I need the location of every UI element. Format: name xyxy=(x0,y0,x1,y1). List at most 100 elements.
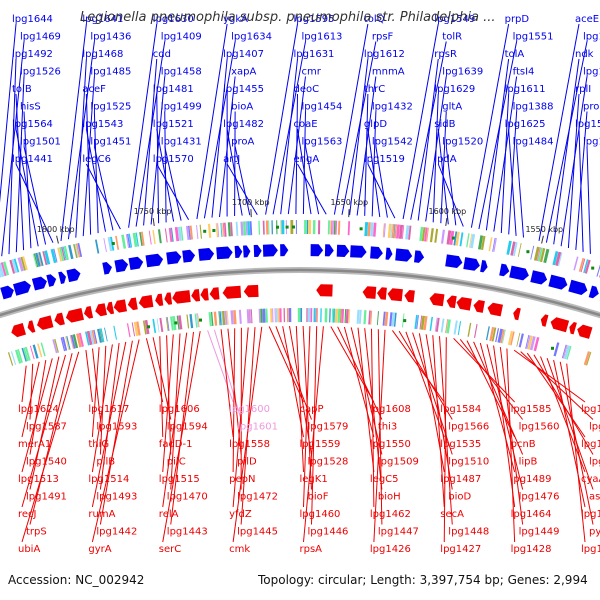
leader-line xyxy=(443,337,447,543)
reverse-cog-block xyxy=(497,328,503,343)
gene-label: coaE xyxy=(294,119,318,130)
gene-label: yfdZ xyxy=(229,509,252,520)
gene-label: lpg1527 xyxy=(583,32,600,43)
reverse-cog-block xyxy=(136,321,141,336)
forward-cog-block xyxy=(220,222,223,237)
leader-line xyxy=(303,326,324,543)
forward-cog-block xyxy=(38,252,44,266)
gene-label: lpg1595 xyxy=(294,14,335,25)
gene-label: pyrF xyxy=(589,527,600,538)
forward-cog-block xyxy=(196,225,199,239)
gene-label: lpg1510 xyxy=(448,457,489,468)
track-marker xyxy=(212,229,216,232)
reverse-gene-arrow xyxy=(155,293,164,306)
forward-cog-block xyxy=(434,228,439,243)
gene-label: lpg1525 xyxy=(90,102,131,113)
reverse-cog-block xyxy=(525,334,530,349)
gene-label: lpg1487 xyxy=(440,474,481,485)
reverse-cog-block xyxy=(126,323,131,338)
gene-label: tolA xyxy=(505,49,525,60)
gene-label: lpg1570 xyxy=(153,154,194,165)
reverse-cog-block xyxy=(391,312,396,327)
leader-line xyxy=(371,111,377,217)
leader-line xyxy=(91,347,100,438)
forward-cog-block xyxy=(506,240,512,255)
forward-cog-block xyxy=(469,233,473,248)
reverse-cog-block xyxy=(72,334,79,349)
forward-cog-block xyxy=(530,245,535,260)
reverse-cog-block xyxy=(91,330,97,345)
gene-label: lpg1455 xyxy=(223,84,264,95)
leader-line xyxy=(272,41,306,215)
gene-label: lpg1584 xyxy=(440,404,481,415)
reverse-gene-arrow xyxy=(569,322,577,335)
reverse-gene-arrow xyxy=(54,312,65,326)
reverse-gene-arrow xyxy=(127,297,138,311)
leader-line xyxy=(143,58,158,226)
reverse-cog-block xyxy=(429,316,433,331)
reverse-gene-arrow xyxy=(95,303,107,317)
reverse-cog-block xyxy=(156,318,160,333)
forward-cog-block xyxy=(20,256,26,271)
reverse-cog-block xyxy=(306,308,308,322)
reverse-cog-block xyxy=(507,330,513,346)
reverse-cog-block xyxy=(196,313,199,328)
reverse-gene-arrow xyxy=(84,306,94,319)
reverse-cog-block xyxy=(104,327,108,342)
gene-label: lpg1520 xyxy=(442,137,483,148)
length-value: 3,397,754 bp xyxy=(419,573,500,587)
reverse-cog-block xyxy=(189,314,194,329)
gene-label: bioH xyxy=(378,492,401,503)
reverse-gene-arrow xyxy=(446,295,457,309)
gene-label: lpg1468 xyxy=(82,49,123,60)
gene-label: lpg1458 xyxy=(161,67,202,78)
gene-label: lpg1558 xyxy=(229,439,270,450)
reverse-cog-block xyxy=(474,324,478,338)
forward-gene-arrow xyxy=(509,265,529,281)
reverse-cog-block xyxy=(348,309,351,324)
reverse-cog-block xyxy=(341,308,345,323)
gene-label: artJ xyxy=(223,154,240,165)
reverse-cog-block xyxy=(566,345,572,360)
gene-label: lpg1625 xyxy=(505,119,546,130)
scale-tick xyxy=(56,235,59,244)
reverse-cog-block xyxy=(440,318,445,333)
forward-cog-block xyxy=(0,262,5,277)
leader-line xyxy=(297,163,327,215)
length-label: Length: xyxy=(370,573,416,587)
gene-label: tolB xyxy=(12,84,32,95)
leader-line xyxy=(540,356,586,473)
forward-cog-block xyxy=(335,220,338,235)
gene-label: lpg1608 xyxy=(370,404,411,415)
reverse-cog-block xyxy=(7,352,14,366)
reverse-cog-block xyxy=(358,309,362,324)
forward-cog-block xyxy=(63,245,69,261)
forward-cog-block xyxy=(510,241,516,256)
gene-label: thrC xyxy=(364,84,385,95)
gene-label: xapA xyxy=(231,67,256,78)
leader-line xyxy=(232,327,249,508)
leader-line xyxy=(302,111,306,215)
leader-line xyxy=(513,349,586,403)
leader-line xyxy=(398,330,453,420)
reverse-cog-block xyxy=(495,328,500,343)
gene-label: lpg1601 xyxy=(237,422,278,433)
gene-label: lpg1441 xyxy=(12,154,53,165)
forward-cog-block xyxy=(168,227,173,242)
leader-line xyxy=(156,128,175,222)
forward-gene-arrow xyxy=(198,248,215,261)
leader-line xyxy=(538,23,580,241)
forward-cog-block xyxy=(50,248,57,264)
leader-line xyxy=(337,326,383,420)
reverse-gene-arrow xyxy=(377,287,387,300)
forward-cog-block xyxy=(424,227,428,242)
forward-cog-block xyxy=(57,247,63,262)
gene-label: lpg1594 xyxy=(167,422,208,433)
leader-line xyxy=(29,363,34,420)
forward-gene-arrow xyxy=(445,254,463,268)
gene-label: lpg1551 xyxy=(513,32,554,43)
scale-ticks: 1800 kbp 1750 kbp 1700 kbp 1650 kbp 1600 kbp… xyxy=(37,198,563,244)
leader-line xyxy=(578,128,584,252)
forward-cog-block xyxy=(189,225,193,240)
scale-tick xyxy=(541,235,544,244)
